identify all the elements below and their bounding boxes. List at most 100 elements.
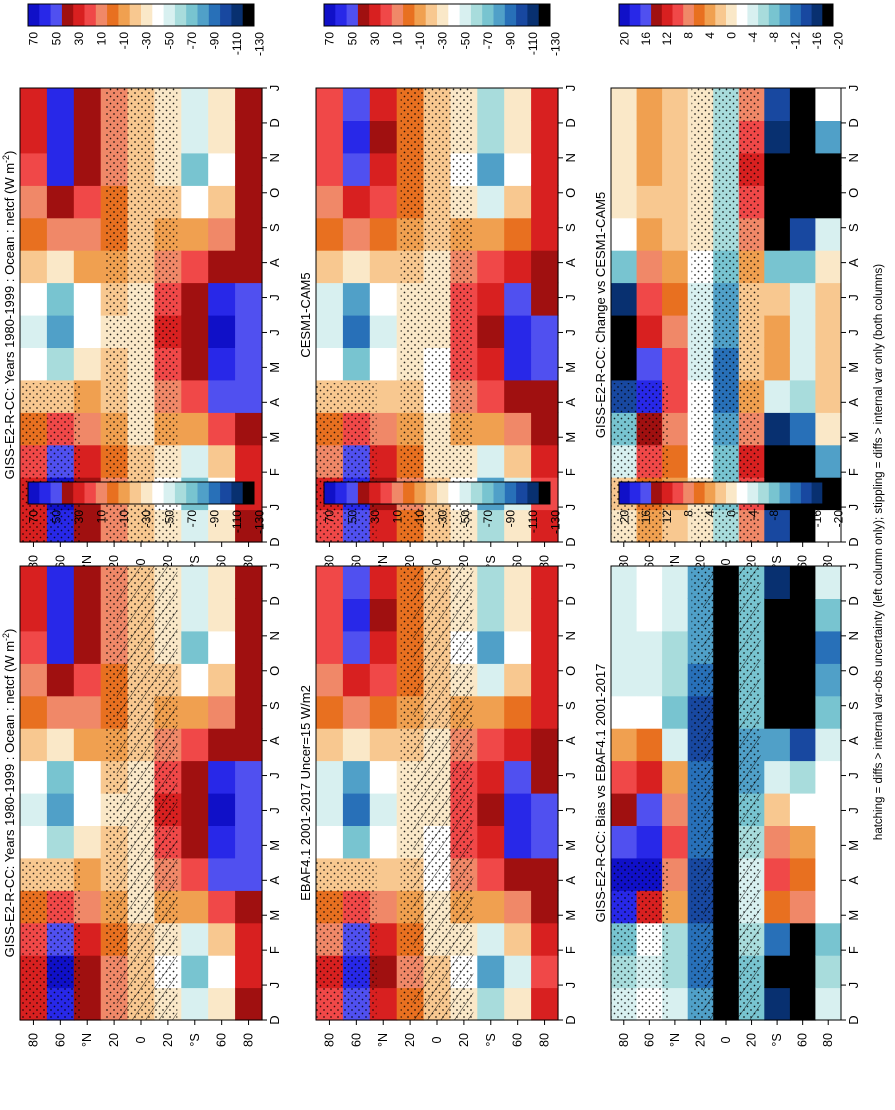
month-tick-label: J	[563, 294, 578, 301]
heatmap-cell	[181, 509, 209, 543]
heatmap-cell	[342, 825, 371, 859]
heatmap-cell	[46, 88, 75, 121]
colorbar-label: -50	[162, 510, 176, 528]
heatmap-cell	[477, 857, 505, 891]
heatmap-cell	[764, 412, 791, 446]
heatmap-cell	[764, 566, 791, 599]
heatmap-cell	[181, 630, 209, 664]
heatmap-cell	[636, 825, 663, 859]
heatmap-cell	[369, 250, 398, 284]
heatmap-cell	[504, 315, 532, 348]
heatmap-cell	[764, 663, 791, 697]
stippling	[316, 861, 377, 1020]
colorbar-swatch	[747, 482, 759, 504]
colorbar-swatch	[84, 482, 97, 504]
month-tick-label: O	[267, 188, 282, 198]
heatmap-cell	[611, 728, 638, 762]
heatmap-cell	[181, 412, 209, 446]
heatmap-cell	[531, 444, 559, 478]
lat-tick-label: 60	[215, 555, 229, 569]
heatmap-cell	[208, 760, 236, 794]
lat-tick-label: 20	[457, 555, 471, 569]
heatmap-cell	[73, 825, 102, 859]
colorbar: 20 16 12 8 4 0 -4 -8 -12 -16 -20	[617, 3, 845, 49]
heatmap-cell	[369, 282, 398, 316]
heatmap-cell	[342, 566, 371, 599]
heatmap-cell	[369, 663, 398, 697]
colorbar-label: -70	[481, 510, 495, 528]
colorbar: 70 50 30 10 -10 -30 -50 -70 -90 -110 -130	[27, 481, 267, 534]
heatmap-cell	[504, 217, 532, 251]
heatmap-cell	[46, 120, 75, 154]
colorbar-swatch	[220, 4, 232, 26]
heatmap-cell	[636, 152, 663, 186]
heatmap-cell	[235, 695, 263, 729]
panel-middle-left: D J F M A M J J A S O N D J 80 60 °N 20 0 20 °S 60 80 EBAF4.1 2…	[298, 481, 578, 1047]
heatmap-cell	[235, 760, 263, 794]
colorbar-swatch	[527, 482, 540, 504]
heatmap-cell	[531, 955, 559, 989]
heatmap-cell	[46, 598, 75, 632]
heatmap-cell	[235, 890, 263, 924]
heatmap-cell	[815, 857, 842, 891]
colorbar-frame	[323, 3, 551, 27]
month-tick-label: D	[846, 596, 861, 605]
colorbar-swatch	[28, 482, 40, 504]
heatmap-cell	[611, 663, 638, 697]
colorbar-swatch	[107, 4, 119, 26]
heatmap-cell	[636, 315, 663, 348]
colorbar-swatch	[640, 4, 652, 26]
heatmap-cell	[369, 566, 398, 599]
heatmap-cell	[504, 347, 532, 381]
stippling	[20, 861, 81, 1020]
heatmap-cell	[531, 315, 559, 348]
month-tick-label: J	[267, 329, 282, 336]
heatmap-cell	[764, 793, 791, 826]
lat-tick-label: 80	[322, 555, 336, 569]
month-tick-label: J	[846, 85, 861, 92]
month-tick-label: O	[563, 666, 578, 676]
lat-tick-label: 60	[511, 555, 525, 569]
heatmap-cell	[815, 120, 842, 154]
heatmap-cell	[815, 987, 842, 1021]
heatmap-cell	[789, 728, 817, 762]
colorbar-swatch	[790, 482, 802, 504]
month-tick-label: A	[563, 876, 578, 885]
heatmap-cell	[504, 760, 532, 794]
heatmap-cell	[662, 217, 689, 251]
month-tick-label: J	[846, 807, 861, 814]
heatmap-cell	[504, 412, 532, 446]
heatmap-cell	[181, 566, 209, 599]
month-tick-label: J	[267, 807, 282, 814]
colorbar-label: 30	[368, 510, 382, 524]
hatching	[412, 566, 474, 1020]
heatmap-cell	[342, 185, 371, 219]
heatmap-cell	[477, 412, 505, 446]
heatmap-cell	[789, 825, 817, 859]
month-tick-label: F	[267, 946, 282, 954]
heatmap-cell	[611, 250, 638, 284]
heatmap-cell	[316, 728, 344, 762]
colorbar-swatch	[380, 4, 393, 26]
heatmap-cell	[477, 347, 505, 381]
heatmap-cell	[815, 630, 842, 664]
colorbar-label: -130	[549, 32, 563, 56]
heatmap-cell	[789, 922, 817, 956]
heatmap-cell	[531, 152, 559, 186]
colorbar-swatch	[197, 4, 210, 26]
colorbar-swatch	[186, 482, 198, 504]
month-tick-label: O	[267, 666, 282, 676]
lat-tick-label: °N	[376, 1033, 390, 1047]
month-tick-label: A	[846, 876, 861, 885]
heatmap-cell	[504, 120, 532, 154]
heatmap-cell	[181, 987, 209, 1021]
heatmap-cell	[342, 152, 371, 186]
colorbar-swatch	[758, 482, 770, 504]
colorbar-label: -50	[162, 32, 176, 50]
colorbar-swatch	[683, 482, 695, 504]
heatmap-cell	[531, 566, 559, 599]
heatmap-cell	[531, 185, 559, 219]
colorbar-swatch	[403, 482, 415, 504]
colorbar-swatch	[459, 4, 472, 26]
